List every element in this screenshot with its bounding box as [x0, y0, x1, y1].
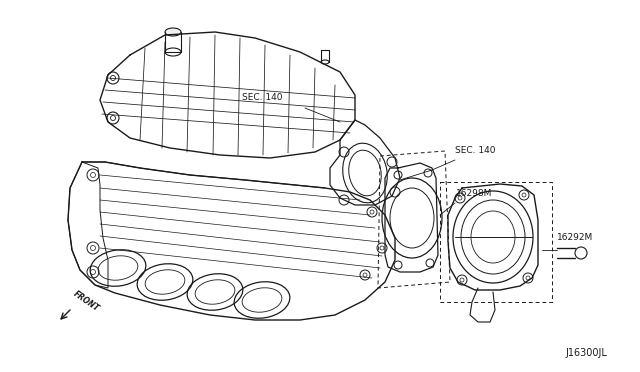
- Text: 16298M: 16298M: [456, 189, 492, 198]
- Text: J16300JL: J16300JL: [565, 348, 607, 358]
- Text: SEC. 140: SEC. 140: [242, 93, 282, 102]
- Text: FRONT: FRONT: [72, 289, 101, 313]
- Text: SEC. 140: SEC. 140: [455, 146, 495, 155]
- Ellipse shape: [165, 28, 181, 36]
- Text: 16292M: 16292M: [557, 233, 593, 242]
